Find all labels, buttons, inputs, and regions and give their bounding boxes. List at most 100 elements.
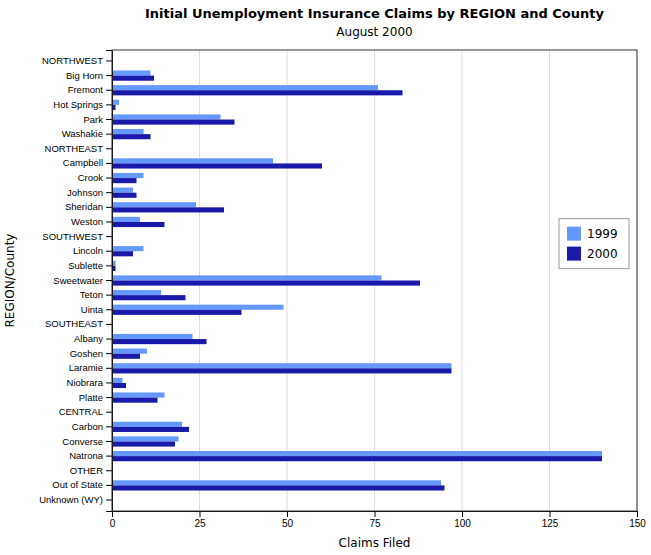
series xyxy=(112,70,602,485)
tick-mark xyxy=(106,382,112,383)
tick-mark xyxy=(106,163,112,164)
tick-label: OTHER xyxy=(70,465,103,476)
tick: Sweetwater xyxy=(53,275,112,286)
tick-label: NORTHEAST xyxy=(45,143,104,154)
tick-mark xyxy=(462,511,463,517)
bar xyxy=(112,202,196,207)
bar xyxy=(112,85,378,90)
axis-line xyxy=(113,512,638,518)
tick: Campbell xyxy=(63,157,112,168)
tick: Weston xyxy=(71,216,112,227)
series xyxy=(112,76,602,491)
bar xyxy=(112,368,452,373)
bar xyxy=(112,217,140,222)
y-axis-title: REGION/County xyxy=(3,234,17,328)
tick-label: SOUTHWEST xyxy=(42,231,103,242)
tick-label: Washakie xyxy=(62,128,103,139)
tick-label: SOUTHEAST xyxy=(45,318,103,329)
tick-label: Big Horn xyxy=(66,70,103,81)
tick-label: Natrona xyxy=(69,450,104,461)
tick-label: Campbell xyxy=(63,157,103,168)
bar xyxy=(112,392,165,397)
tick-label: 75 xyxy=(369,518,381,529)
bar xyxy=(112,251,133,256)
tick: Big Horn xyxy=(66,70,112,81)
bar xyxy=(112,188,133,193)
bar xyxy=(112,158,273,163)
tick: SOUTHEAST xyxy=(45,318,112,329)
tick: NORTHEAST xyxy=(45,143,112,154)
title: Initial Unemployment Insurance Claims by… xyxy=(145,6,604,21)
bar xyxy=(112,163,322,168)
tick-mark xyxy=(106,280,112,281)
tick-label: Teton xyxy=(80,289,103,300)
tick: OTHER xyxy=(70,465,112,476)
grid-line xyxy=(462,50,463,511)
tick: 75 xyxy=(369,511,381,529)
tick-mark xyxy=(106,456,112,457)
bar xyxy=(112,354,140,359)
tick: Albany xyxy=(74,333,112,344)
bar xyxy=(112,173,144,178)
tick: 25 xyxy=(194,511,206,529)
tick-label: Uinta xyxy=(81,304,104,315)
tick-label: Platte xyxy=(79,392,103,403)
bar xyxy=(112,441,175,446)
bar xyxy=(112,480,441,485)
bar xyxy=(112,120,235,125)
tick-label: Lincoln xyxy=(73,245,103,256)
tick: NORTHWEST xyxy=(42,55,112,66)
grid xyxy=(112,50,637,511)
tick-label: 125 xyxy=(542,518,559,529)
frame xyxy=(112,50,637,511)
tick: CENTRAL xyxy=(59,406,112,417)
tick-mark xyxy=(106,324,112,325)
bar xyxy=(112,427,189,432)
subtitle: August 2000 xyxy=(336,25,412,39)
tick: Washakie xyxy=(62,128,112,139)
tick: Teton xyxy=(80,289,112,300)
legend: 1999 2000 xyxy=(559,219,629,269)
tick: Fremont xyxy=(68,84,112,95)
tick-label: CENTRAL xyxy=(59,406,103,417)
tick-label: Sheridan xyxy=(65,201,103,212)
tick: Johnson xyxy=(67,187,112,198)
tick-mark xyxy=(106,353,112,354)
tick: Sublette xyxy=(68,260,112,271)
bar xyxy=(112,295,186,300)
legend-box xyxy=(559,219,629,269)
bar xyxy=(112,398,158,403)
legend-label: 1999 xyxy=(587,227,618,241)
tick-mark xyxy=(106,500,112,501)
bar xyxy=(112,246,144,251)
tick: Platte xyxy=(79,392,112,403)
legend-swatch xyxy=(567,227,581,241)
legend-item: 2000 xyxy=(567,247,618,261)
bar xyxy=(112,451,602,456)
tick-label: Hot Springs xyxy=(53,99,103,110)
tick-label: Out of State xyxy=(52,479,103,490)
tick-mark xyxy=(106,236,112,237)
tick-label: Sweetwater xyxy=(53,275,103,286)
x-axis-title: Claims Filed xyxy=(339,536,411,550)
tick-mark xyxy=(106,397,112,398)
bar xyxy=(112,349,147,354)
tick: Out of State xyxy=(52,479,112,490)
chart: 0255075100125150NORTHWESTBig HornFremont… xyxy=(0,0,651,555)
tick: Lincoln xyxy=(73,245,112,256)
tick-mark xyxy=(106,60,112,61)
bar xyxy=(112,114,221,119)
tick-mark xyxy=(106,148,112,149)
tick-label: Carbon xyxy=(72,421,103,432)
tick: 150 xyxy=(629,511,646,529)
tick: Sheridan xyxy=(65,201,112,212)
tick-label: 50 xyxy=(282,518,294,529)
tick-mark xyxy=(106,309,112,310)
tick-mark xyxy=(375,511,376,517)
tick-label: Fremont xyxy=(68,84,104,95)
tick-label: Niobrara xyxy=(67,377,104,388)
bar xyxy=(112,305,284,310)
tick: Unknown (WY) xyxy=(39,494,112,505)
tick-label: Goshen xyxy=(70,348,103,359)
tick-mark xyxy=(106,192,112,193)
